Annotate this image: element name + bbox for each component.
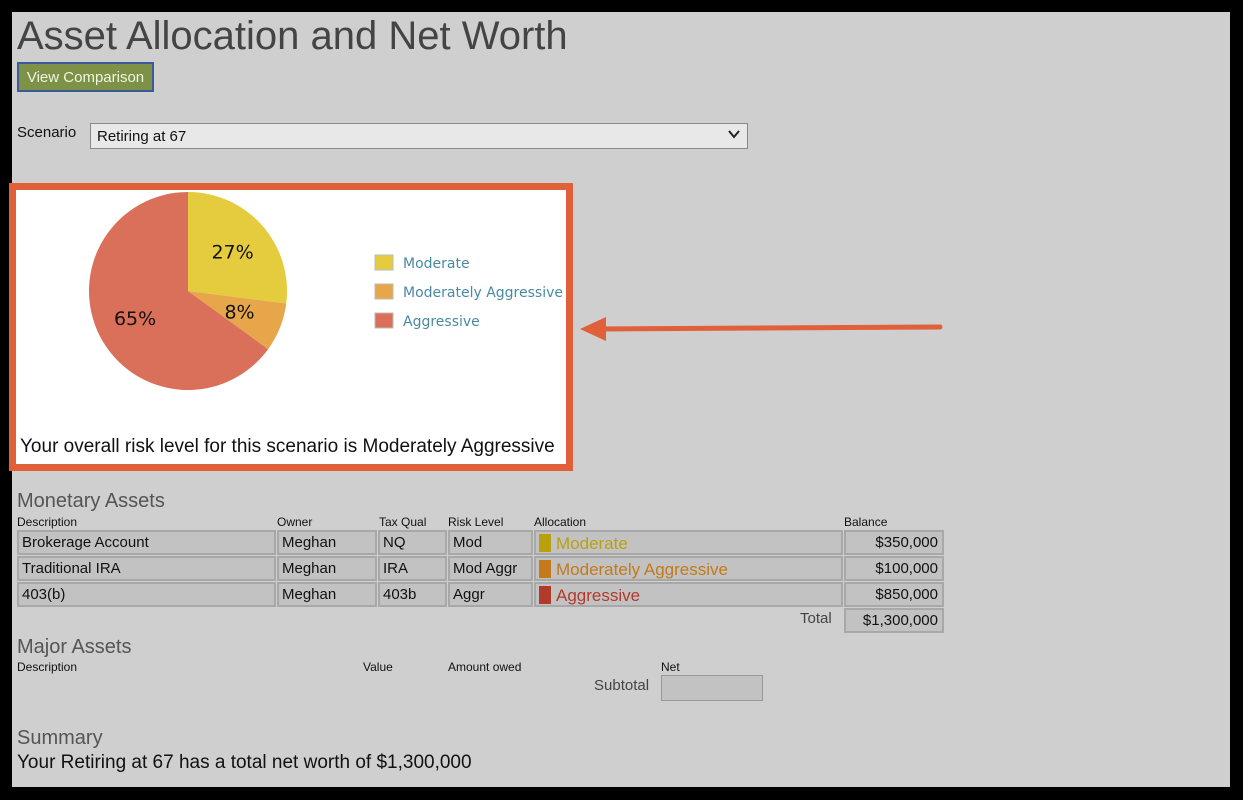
col-allocation: Allocation [534,515,587,529]
allocation-swatch [539,560,551,578]
scenario-select[interactable]: Retiring at 67 [90,123,748,149]
risk-chart-box: 27% 8% 65% Moderate Moderately Aggressive Ag… [9,183,573,471]
legend-label[interactable]: Moderately Aggressive [403,285,563,301]
asset-description[interactable]: 403(b) [17,582,276,607]
asset-owner[interactable]: Meghan [277,582,377,607]
pie-slice-label: 8% [224,301,254,323]
view-comparison-button[interactable]: View Comparison [17,62,154,92]
pie-slice-moderate [188,192,287,304]
annotation-arrow [580,317,943,341]
major-col-value: Value [363,660,393,674]
legend-swatch [374,254,394,271]
allocation-label: Moderate [556,534,628,553]
asset-balance[interactable]: $100,000 [844,556,944,581]
asset-tax-qual[interactable]: IRA [378,556,447,581]
allocation-label: Moderately Aggressive [556,560,728,579]
chevron-down-icon [728,130,740,139]
subtotal-label: Subtotal [594,677,650,694]
major-col-description: Description [17,660,78,674]
asset-tax-qual[interactable]: NQ [378,530,447,555]
risk-pie-chart: 27% 8% 65% Moderate Moderately Aggressive Ag… [88,192,563,390]
main-panel: Asset Allocation and Net Worth View Comp… [9,12,1230,787]
total-balance: $1,300,000 [844,608,944,633]
pie-slice-label: 65% [114,308,156,330]
asset-owner[interactable]: Meghan [277,556,377,581]
col-owner: Owner [277,515,313,529]
scenario-selected-value: Retiring at 67 [97,128,187,145]
summary-title: Summary [17,727,103,749]
asset-risk-level[interactable]: Aggr [448,582,533,607]
major-col-net: Net [661,660,680,674]
pie-slice-aggressive [88,192,269,390]
col-tax-qual: Tax Qual [379,515,427,529]
asset-balance[interactable]: $350,000 [844,530,944,555]
asset-description[interactable]: Brokerage Account [17,530,276,555]
major-col-amount-owed: Amount owed [448,660,522,674]
legend-label[interactable]: Moderate [403,256,470,272]
total-label: Total [800,610,832,627]
scenario-label: Scenario [17,124,77,141]
pie-slice-moderately-aggressive [188,291,287,350]
major-assets-title: Major Assets [17,636,132,658]
summary-text: Your Retiring at 67 has a total net wort… [17,752,472,773]
asset-allocation: Moderately Aggressive [534,556,843,581]
legend-swatch [374,312,394,329]
asset-owner[interactable]: Meghan [277,530,377,555]
subtotal-net-field [661,675,763,701]
monetary-assets-title: Monetary Assets [17,490,165,512]
asset-tax-qual[interactable]: 403b [378,582,447,607]
pie-slice-label: 27% [211,242,253,264]
legend-swatch [374,283,394,300]
asset-balance[interactable]: $850,000 [844,582,944,607]
allocation-swatch [539,534,551,552]
asset-description[interactable]: Traditional IRA [17,556,276,581]
legend-label[interactable]: Aggressive [403,314,480,330]
col-risk-level: Risk Level [448,515,504,529]
asset-allocation: Aggressive [534,582,843,607]
page-title: Asset Allocation and Net Worth [17,14,568,58]
asset-risk-level[interactable]: Mod [448,530,533,555]
risk-level-text: Your overall risk level for this scenari… [20,436,555,457]
allocation-label: Aggressive [556,586,641,605]
asset-allocation: Moderate [534,530,843,555]
asset-risk-level[interactable]: Mod Aggr [448,556,533,581]
col-balance: Balance [844,515,888,529]
allocation-swatch [539,586,551,604]
col-description: Description [17,515,78,529]
